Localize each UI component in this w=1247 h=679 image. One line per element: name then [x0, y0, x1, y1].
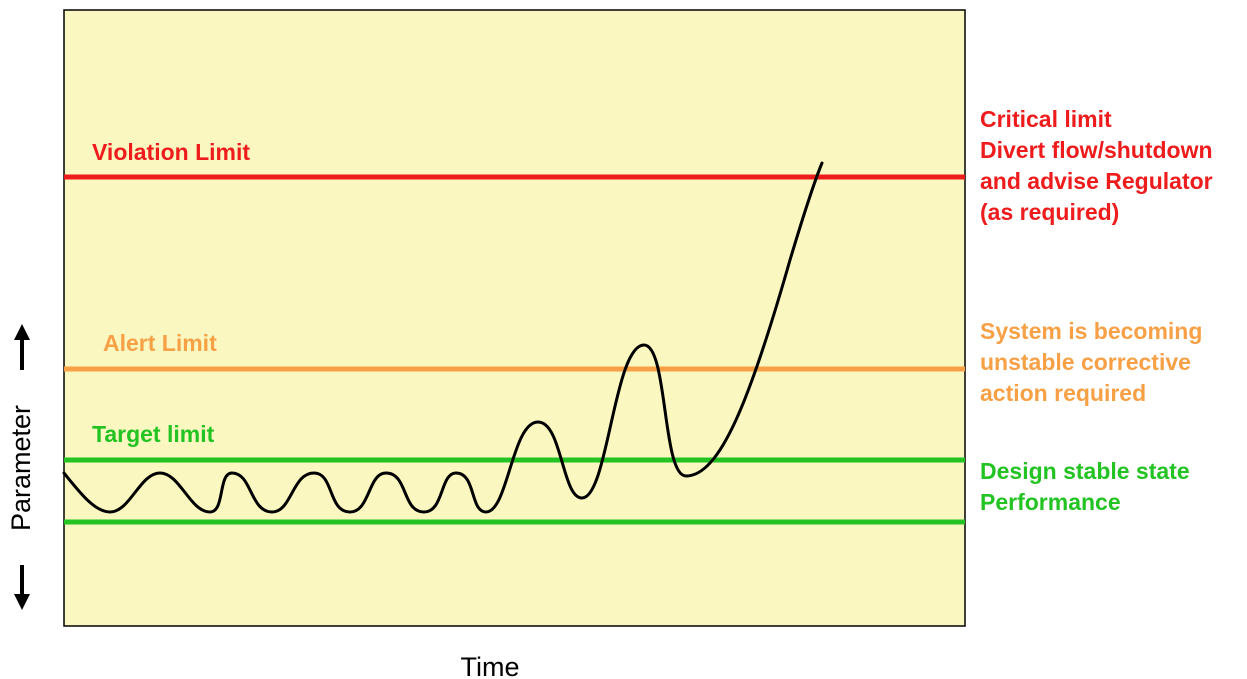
y-axis-label: Parameter: [6, 405, 36, 531]
alert-note-line: unstable corrective: [980, 349, 1191, 375]
critical-note-line: Critical limit: [980, 106, 1112, 132]
critical-note-line: and advise Regulator: [980, 168, 1213, 194]
x-axis-label: Time: [461, 652, 520, 679]
violation-limit-label: Violation Limit: [92, 139, 250, 165]
alert-limit-label: Alert Limit: [103, 330, 217, 356]
target-limit-label: Target limit: [92, 421, 215, 447]
alert-note-line: System is becoming: [980, 318, 1203, 344]
design-note-line: Design stable state: [980, 458, 1190, 484]
critical-note-line: (as required): [980, 199, 1120, 225]
alert-note: System is becoming unstable corrective a…: [980, 316, 1202, 409]
critical-limit-note: Critical limit Divert flow/shutdown and …: [980, 104, 1213, 228]
alert-note-line: action required: [980, 380, 1147, 406]
design-state-note: Design stable state Performance: [980, 456, 1190, 518]
critical-note-line: Divert flow/shutdown: [980, 137, 1213, 163]
design-note-line: Performance: [980, 489, 1121, 515]
arrow-up-icon: [14, 324, 30, 370]
parameter-trace: [62, 161, 824, 514]
plot-panel: [63, 9, 966, 627]
arrow-down-icon: [14, 565, 30, 610]
